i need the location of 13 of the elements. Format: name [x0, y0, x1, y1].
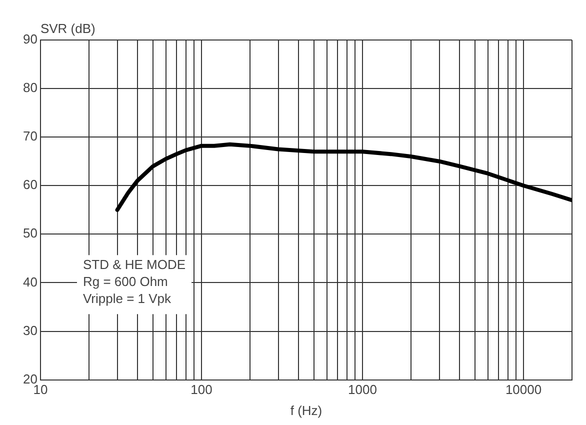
y-tick-label: 30: [22, 322, 38, 338]
y-tick-label: 80: [22, 80, 38, 96]
x-tick-label: 10000: [505, 382, 542, 398]
y-axis-title: SVR (dB): [40, 21, 96, 36]
x-tick-label: 100: [190, 382, 212, 398]
y-tick-label: 90: [22, 32, 38, 47]
y-tick-label: 50: [22, 226, 38, 241]
x-axis-title: f (Hz): [290, 402, 322, 418]
y-tick-label: 60: [22, 177, 38, 192]
y-tick-label: 40: [22, 274, 38, 290]
annotation: STD & HE MODE Rg = 600 Ohm Vripple = 1 Vpk: [82, 257, 186, 306]
x-tick-label: 1000: [348, 382, 377, 398]
y-tick-label: 70: [22, 128, 38, 144]
